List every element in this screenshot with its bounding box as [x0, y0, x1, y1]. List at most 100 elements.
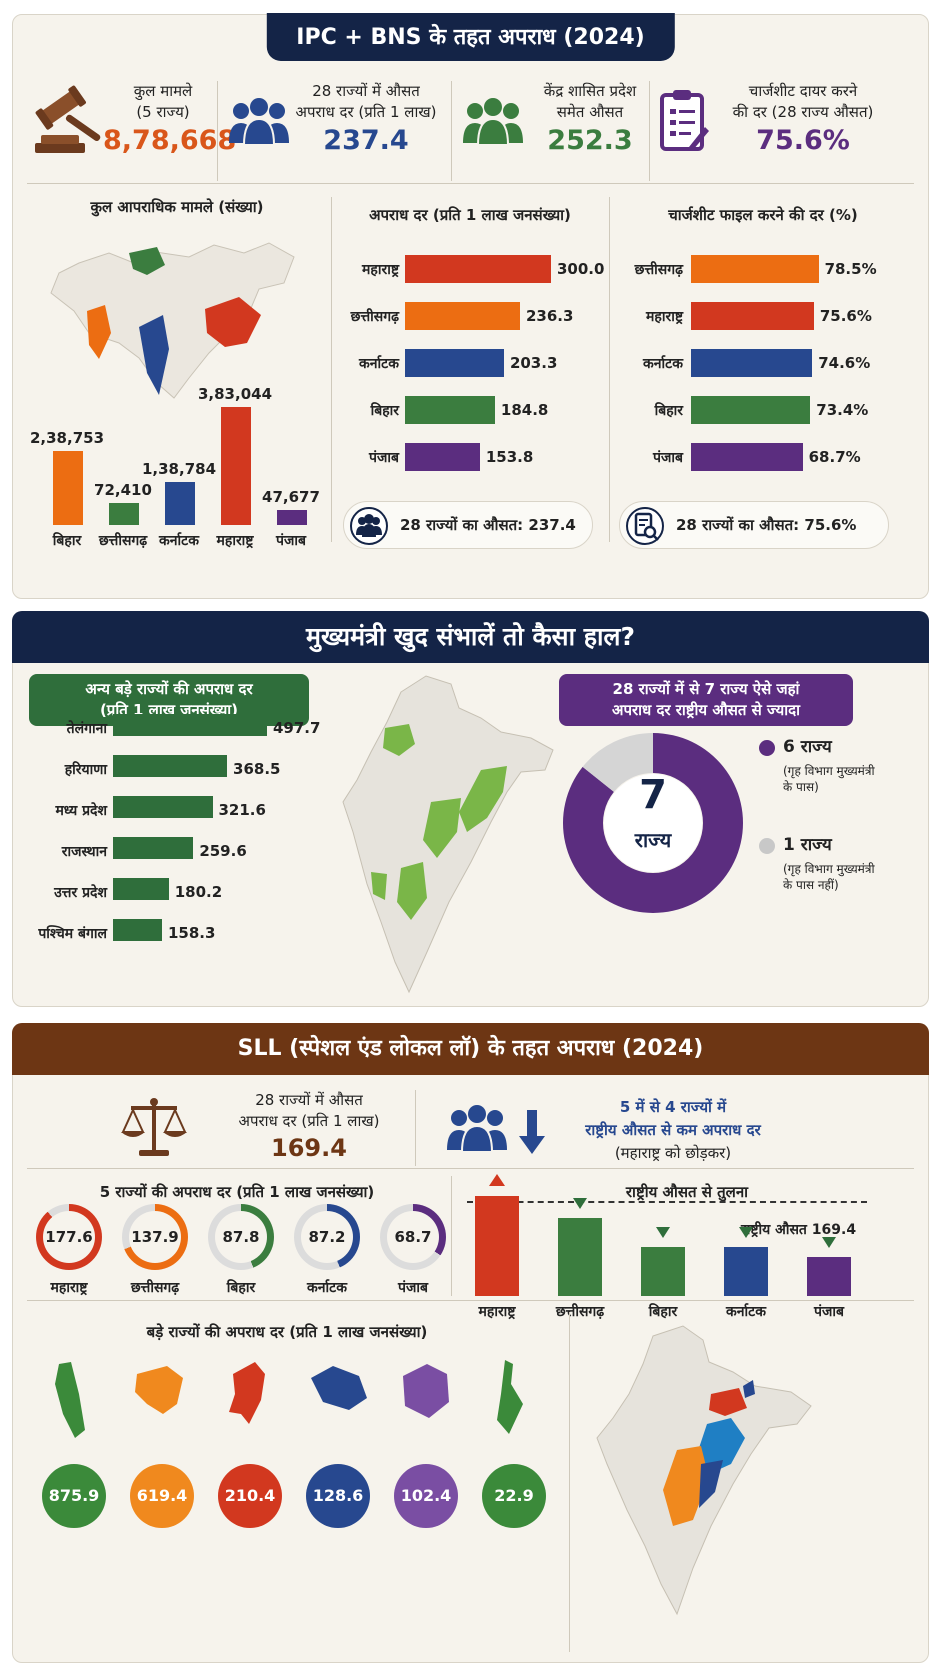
bar-label: छत्तीसगढ़ [350, 309, 399, 325]
ring-hole [215, 1211, 267, 1263]
sll-avg-stat: 28 राज्यों में औसत अपराध दर (प्रति 1 लाख… [209, 1090, 409, 1162]
compare-bar [475, 1196, 519, 1296]
people-icon [227, 97, 291, 153]
reference-line [467, 1200, 867, 1203]
bar [691, 396, 811, 424]
bar [405, 302, 520, 330]
legend-dot [759, 740, 775, 756]
state-shape-icon [215, 1354, 285, 1444]
compare-bar-chart: महाराष्ट्र छत्तीसगढ़ बिहार कर्नाटक पंजाब [457, 1174, 917, 1320]
charge-avg-box: 28 राज्यों का औसत: 75.6% [619, 501, 889, 549]
above-avg-tag: 28 राज्यों में से 7 राज्य ऐसे जहां अपराध… [559, 674, 853, 726]
down-arrow-icon [822, 1237, 836, 1249]
legend-sub: के पास नहीं) [783, 878, 839, 892]
ring-hole [43, 1211, 95, 1263]
ring-hole [129, 1211, 181, 1263]
bar-value: 236.3 [525, 307, 574, 325]
bar [113, 837, 194, 859]
bar-value: 180.2 [174, 883, 223, 901]
charge-bar-chart: छत्तीसगढ़ 78.5% महाराष्ट्र 75.6% कर्नाटक 74.6… [613, 235, 913, 475]
legend-dot [759, 838, 775, 854]
clipboard-icon [659, 87, 709, 157]
divider [451, 81, 452, 181]
case-bar [165, 482, 195, 525]
ipc-title: IPC + BNS के तहत अपराध (2024) [266, 13, 675, 61]
state-rate-circle: 875.9 [42, 1464, 106, 1528]
case-label: पंजाब [276, 533, 306, 549]
divider [609, 197, 610, 542]
bar-value: 368.5 [233, 760, 281, 778]
rate-avg-text: 28 राज्यों का औसत: 237.4 [400, 516, 576, 534]
ring-label: छत्तीसगढ़ [130, 1280, 180, 1296]
below-avg-text: 5 में से 4 राज्यों में राष्ट्रीय औसत से … [553, 1096, 793, 1165]
stat-value: 169.4 [271, 1134, 347, 1162]
document-search-icon [626, 507, 664, 545]
people-icon [350, 507, 388, 545]
stat-label: (5 राज्य) [136, 103, 190, 121]
ring-label: महाराष्ट्र [50, 1280, 88, 1296]
bar-label: बिहार [654, 403, 683, 419]
case-value: 47,677 [262, 488, 320, 507]
stat-label: चार्जशीट दायर करने [748, 82, 858, 100]
compare-bar [641, 1246, 685, 1296]
legend-sub: (गृह विभाग मुख्यमंत्री [783, 764, 875, 778]
tag-line: 28 राज्यों में से 7 राज्य ऐसे जहां [612, 680, 800, 698]
bar-value: 73.4% [816, 401, 869, 419]
case-bar [221, 407, 251, 525]
ring-hole [387, 1211, 439, 1263]
down-arrow-icon [656, 1226, 670, 1238]
stat-value: 252.3 [547, 125, 633, 156]
down-arrow-icon [739, 1226, 753, 1238]
national-avg-label: राष्ट्रीय औसत 169.4 [741, 1222, 857, 1238]
rate-avg-box: 28 राज्यों का औसत: 237.4 [343, 501, 593, 549]
india-map-icon [596, 1325, 812, 1616]
india-map-icon [342, 675, 554, 994]
ring-label: पंजाब [398, 1280, 428, 1296]
sll-panel: SLL (स्पेशल एंड लोकल लॉ) के तहत अपराध (2… [12, 1023, 929, 1663]
bar [405, 396, 495, 424]
cases-bar-chart: 2,38,753 बिहार 72,410 छत्तीसगढ़ 1,38,784 कर्न… [27, 375, 327, 555]
down-arrow-icon [573, 1198, 587, 1210]
divider [331, 197, 332, 542]
bar-label: राजस्थान [61, 844, 107, 860]
case-bar [109, 502, 139, 525]
bar [113, 796, 213, 818]
case-value: 3,83,044 [197, 385, 273, 403]
bar-label: महाराष्ट्र [646, 309, 683, 325]
bar [691, 443, 803, 471]
ring-value: 137.9 [131, 1228, 179, 1246]
legend-sub: (गृह विभाग मुख्यमंत्री [783, 862, 875, 876]
below-line: 5 में से 4 राज्यों में [619, 1098, 727, 1116]
rings-title: 5 राज्यों की अपराध दर (प्रति 1 लाख जनसंख… [99, 1183, 375, 1201]
tag-line: अपराध दर राष्ट्रीय औसत से ज्यादा [612, 701, 800, 719]
case-value: 2,38,753 [29, 429, 105, 448]
state-shape-icon [303, 1354, 373, 1444]
stat-label: की दर (28 राज्य औसत) [732, 103, 874, 121]
case-value: 72,410 [94, 480, 152, 499]
legend-title: 1 राज्य [783, 835, 832, 855]
bar-value: 68.7% [808, 448, 861, 466]
rings-chart: 177.6 महाराष्ट्र 137.9 छत्तीसगढ़ 87.8 बिहार 87… [27, 1204, 447, 1304]
bar-label: मध्य प्रदेश [55, 803, 107, 819]
bar [405, 349, 504, 377]
state-rate-circle: 210.4 [218, 1464, 282, 1528]
ring-label: कर्नाटक [307, 1280, 347, 1296]
scales-icon [119, 1094, 189, 1164]
stat-ut-avg: केंद्र शासित प्रदेश समेत औसत 252.3 [525, 81, 655, 156]
compare-title: राष्ट्रीय औसत से तुलना [625, 1183, 749, 1201]
bar-value: 497.7 [273, 719, 321, 737]
divider [569, 1312, 570, 1652]
bar [113, 714, 267, 736]
bar-label: पंजाब [653, 450, 683, 466]
states-donut-chart [563, 733, 743, 913]
divider [451, 1176, 452, 1296]
donut-hole [604, 774, 702, 872]
bar [405, 255, 551, 283]
bar-label: तेलंगाना [66, 721, 107, 737]
ring-value: 177.6 [45, 1228, 93, 1246]
donut-slice [563, 733, 743, 913]
big-states-title: बड़े राज्यों की अपराध दर (प्रति 1 लाख जन… [146, 1323, 428, 1341]
bar-value: 75.6% [819, 307, 872, 325]
sll-title: SLL (स्पेशल एंड लोकल लॉ) के तहत अपराध (2… [12, 1023, 929, 1075]
bar [113, 755, 228, 777]
